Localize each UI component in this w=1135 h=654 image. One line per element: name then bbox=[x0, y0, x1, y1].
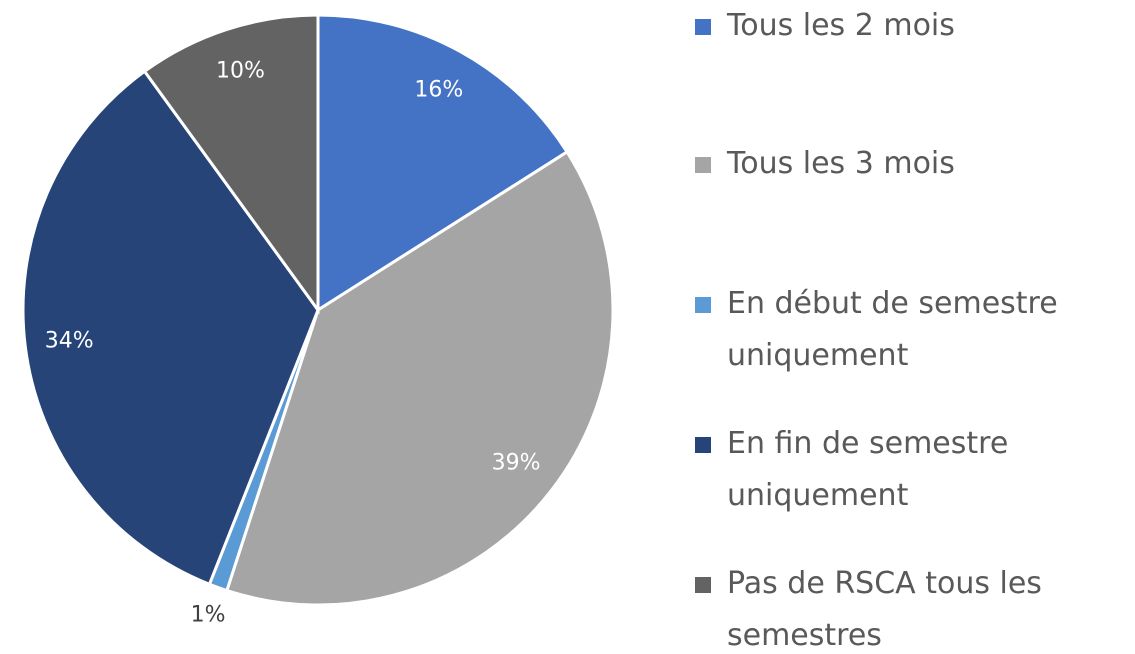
legend-label: Tous les 2 mois bbox=[727, 8, 955, 43]
pie-slice bbox=[142, 13, 320, 315]
legend-swatch bbox=[695, 437, 711, 453]
legend-swatch bbox=[695, 297, 711, 313]
pie-slice bbox=[224, 149, 615, 607]
pie-slice bbox=[21, 69, 320, 587]
legend-swatch bbox=[695, 577, 711, 593]
data-label: 1% bbox=[191, 602, 226, 627]
data-label: 34% bbox=[45, 328, 94, 353]
legend-item: En début de semestre uniquement bbox=[695, 278, 1095, 382]
legend-item: Tous les 2 mois bbox=[695, 0, 1095, 52]
legend-label: En début de semestre uniquement bbox=[727, 286, 1058, 373]
data-label: 16% bbox=[414, 77, 463, 102]
legend-item: En fin de semestre uniquement bbox=[695, 418, 1095, 522]
pie-slice bbox=[316, 13, 570, 313]
legend-label: Tous les 3 mois bbox=[727, 146, 955, 181]
legend-item: Pas de RSCA tous les semestres bbox=[695, 558, 1095, 654]
legend-label: En fin de semestre uniquement bbox=[727, 426, 1009, 513]
legend-swatch bbox=[695, 19, 711, 35]
legend-label: Pas de RSCA tous les semestres bbox=[727, 566, 1042, 653]
legend-swatch bbox=[695, 157, 711, 173]
legend-item: Tous les 3 mois bbox=[695, 138, 1095, 190]
data-label: 39% bbox=[492, 451, 541, 476]
data-label: 10% bbox=[216, 59, 265, 84]
